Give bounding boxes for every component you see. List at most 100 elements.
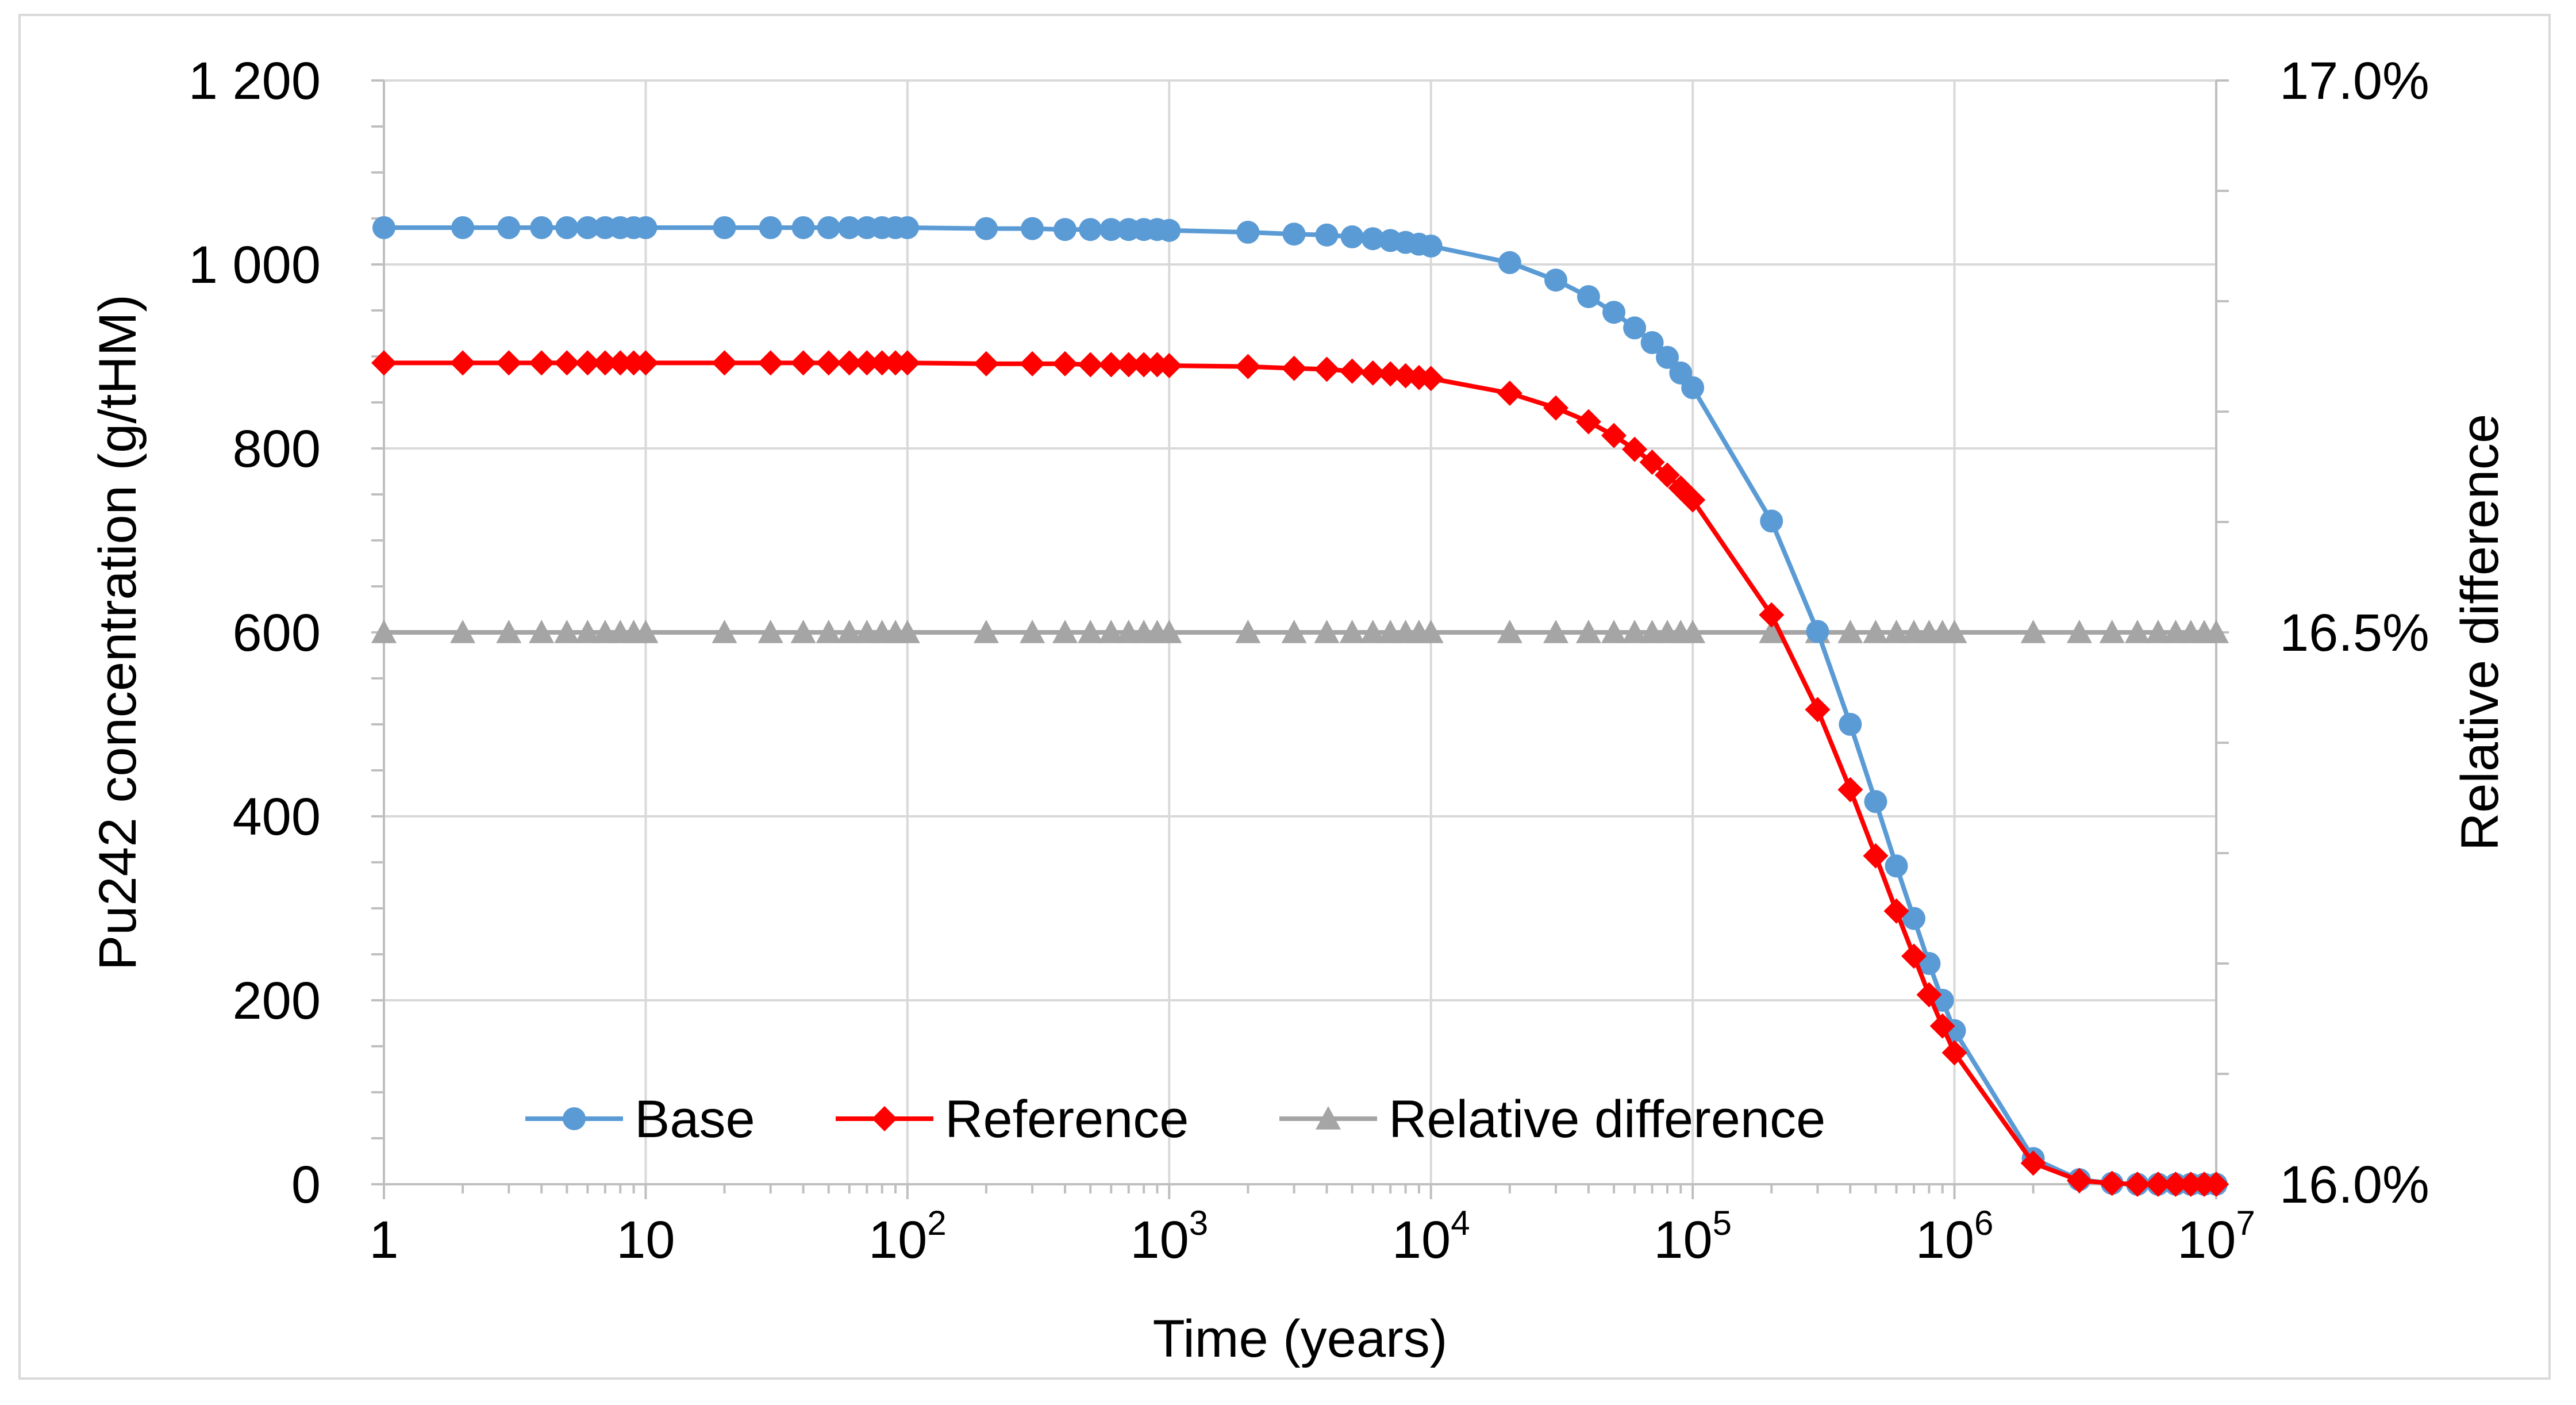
x-tick-exponent: 4 — [1451, 1204, 1470, 1242]
data-point-diamond — [1282, 356, 1307, 381]
data-point-circle — [1839, 713, 1862, 736]
data-point-diamond — [496, 350, 521, 375]
data-point-diamond — [1805, 697, 1830, 722]
chart-frame: 0 200 400 600 800 1 000 1 200 16.0% 16.5% 17.0% 1 1… — [18, 14, 2551, 1380]
legend-marker-reference — [872, 1106, 897, 1131]
x-tick-exponent: 6 — [1974, 1204, 1993, 1242]
data-point-circle — [713, 216, 736, 239]
legend-label-relative-difference: Relative difference — [1389, 1090, 1825, 1149]
x-tick-base: 10 — [1392, 1211, 1451, 1269]
x-tick-exponent: 5 — [1713, 1204, 1732, 1242]
data-point-diamond — [450, 350, 475, 375]
data-point-circle — [1054, 218, 1076, 241]
series-reference — [371, 350, 2229, 1197]
data-point-diamond — [1020, 351, 1045, 377]
data-point-circle — [634, 216, 657, 239]
x-tick-base: 10 — [1654, 1211, 1712, 1269]
y-tick-label: 600 — [233, 604, 321, 662]
y-axis-title: Pu242 concentration (g/tHM) — [89, 294, 147, 970]
data-point-diamond — [1497, 381, 1522, 406]
data-point-circle — [1420, 235, 1443, 258]
y2-tick-label: 17.0% — [2279, 52, 2429, 110]
legend-label-reference: Reference — [945, 1090, 1189, 1149]
x-axis-title: Time (years) — [1153, 1310, 1448, 1368]
data-point-circle — [451, 216, 474, 239]
legend-item-base: Base — [525, 1090, 755, 1149]
data-point-diamond — [1543, 396, 1568, 421]
data-point-diamond — [2100, 1170, 2125, 1196]
data-point-circle — [1079, 218, 1102, 241]
data-point-circle — [1623, 316, 1646, 339]
data-point-circle — [1864, 790, 1887, 813]
x-tick-label: 1 — [369, 1211, 398, 1269]
data-point-circle — [1760, 509, 1783, 532]
data-point-circle — [1021, 217, 1044, 240]
x-tick-label: 10 — [616, 1211, 675, 1269]
data-point-circle — [1885, 854, 1908, 877]
data-point-circle — [817, 216, 840, 239]
x-tick-exponent: 2 — [927, 1204, 946, 1242]
data-point-circle — [896, 216, 919, 239]
y2-tick-label: 16.0% — [2279, 1156, 2429, 1214]
data-point-circle — [555, 216, 578, 239]
data-point-circle — [1681, 376, 1704, 399]
data-point-circle — [1498, 251, 1521, 274]
x-tick-label: 106 — [1916, 1204, 1994, 1269]
data-point-diamond — [1837, 777, 1863, 803]
legend-marker-base — [563, 1107, 586, 1130]
y-tick-label: 1 200 — [189, 52, 321, 110]
legend-item-relative-difference: Relative difference — [1279, 1090, 1825, 1149]
x-tick-base: 10 — [616, 1211, 675, 1269]
data-point-diamond — [1576, 409, 1601, 435]
data-point-diamond — [371, 350, 397, 375]
x-tick-label: 102 — [868, 1204, 947, 1269]
data-point-circle — [759, 216, 782, 239]
series-layer — [371, 216, 2229, 1197]
data-point-diamond — [1235, 354, 1260, 379]
x-tick-base: 10 — [1916, 1211, 1974, 1269]
data-point-diamond — [1052, 351, 1078, 377]
y2-axis-title: Relative difference — [2451, 414, 2509, 851]
x-tick-label: 104 — [1392, 1204, 1470, 1269]
chart-svg: 0 200 400 600 800 1 000 1 200 16.0% 16.5% 17.0% 1 1… — [21, 16, 2553, 1382]
data-point-circle — [1341, 225, 1364, 248]
data-point-circle — [497, 216, 520, 239]
y-tick-label: 1 000 — [189, 236, 321, 294]
data-point-diamond — [1314, 356, 1339, 382]
data-point-diamond — [1863, 843, 1888, 869]
legend-layer: Base Reference Relative difference — [525, 1090, 1825, 1149]
series-line-reference — [384, 363, 2216, 1184]
data-point-diamond — [529, 350, 554, 375]
y-tick-label: 800 — [233, 420, 321, 478]
data-point-circle — [975, 217, 998, 240]
data-point-diamond — [2067, 1168, 2092, 1193]
data-point-circle — [1315, 224, 1338, 247]
data-point-circle — [1544, 268, 1567, 291]
data-point-diamond — [1601, 423, 1627, 448]
data-point-circle — [1806, 620, 1829, 643]
y-tick-label: 400 — [233, 788, 321, 846]
x-tick-base: 1 — [369, 1211, 398, 1269]
x-tick-base: 10 — [2177, 1211, 2236, 1269]
data-point-diamond — [1340, 359, 1365, 384]
labels-layer: 0 200 400 600 800 1 000 1 200 16.0% 16.5% 17.0% 1 1… — [89, 52, 2509, 1368]
x-tick-label: 103 — [1130, 1204, 1208, 1269]
x-tick-label: 105 — [1654, 1204, 1732, 1269]
data-point-diamond — [791, 350, 816, 375]
data-point-circle — [1283, 222, 1306, 245]
data-point-circle — [372, 216, 395, 239]
data-point-circle — [1602, 301, 1625, 324]
y-tick-label: 200 — [233, 972, 321, 1030]
legend-label-base: Base — [635, 1090, 755, 1149]
data-point-circle — [530, 216, 553, 239]
data-point-circle — [1577, 285, 1600, 308]
x-tick-label: 107 — [2177, 1204, 2255, 1269]
x-tick-exponent: 3 — [1189, 1204, 1208, 1242]
y2-tick-label: 16.5% — [2279, 604, 2429, 662]
data-point-circle — [792, 216, 815, 239]
y-tick-label: 0 — [291, 1156, 321, 1214]
series-relative-difference — [371, 620, 2229, 643]
x-tick-exponent: 7 — [2236, 1204, 2255, 1242]
data-point-circle — [1236, 221, 1259, 244]
data-point-circle — [1158, 219, 1181, 242]
